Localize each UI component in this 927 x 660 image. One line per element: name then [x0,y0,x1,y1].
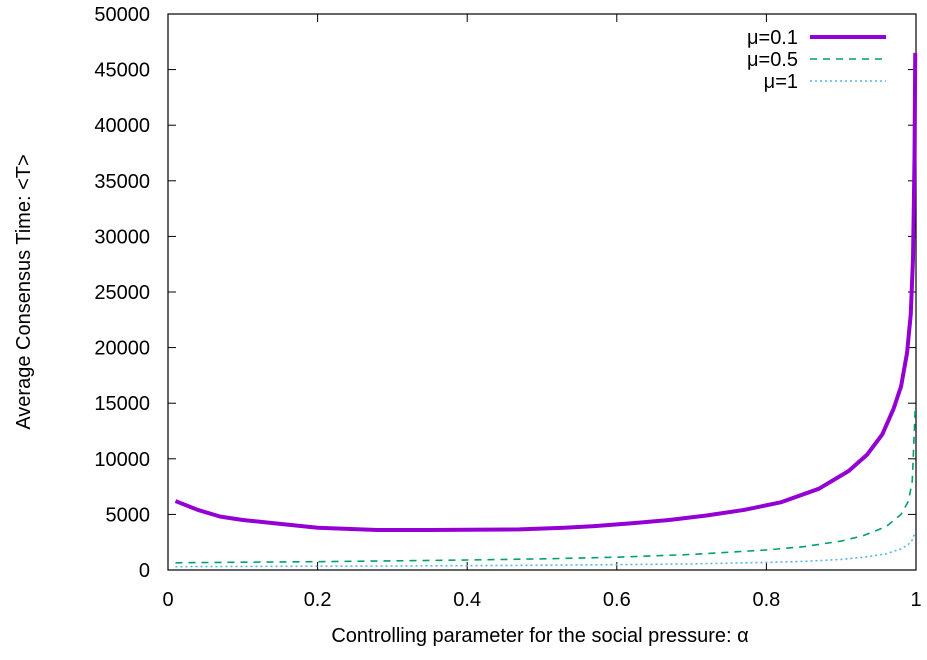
y-tick-label: 15000 [94,393,150,415]
y-tick-label: 40000 [94,115,150,137]
x-tick-label: 0.8 [752,589,780,611]
series-line-2 [175,531,916,568]
y-tick-label: 35000 [94,171,150,193]
y-tick-label: 30000 [94,226,150,248]
series-line-1 [175,408,917,564]
y-tick-label: 25000 [94,282,150,304]
y-axis-label: Average Consensus Time: <T> [13,154,35,429]
x-tick-label: 0.6 [603,589,631,611]
y-tick-label: 5000 [106,504,151,526]
series-lines [174,52,918,568]
legend: μ=0.1μ=0.5μ=1 [747,27,886,93]
x-axis-label: Controlling parameter for the social pre… [331,625,748,647]
x-tick-label: 0 [162,589,173,611]
y-tick-label: 20000 [94,338,150,360]
y-tick-label: 50000 [94,4,150,26]
y-tick-label: 10000 [94,449,150,471]
legend-label: μ=1 [764,71,798,93]
y-tick-label: 0 [139,560,150,582]
x-axis-ticks: 0 0.2 0.4 0.6 0.8 1 [162,14,922,611]
legend-label: μ=0.1 [747,27,798,49]
plot-border [167,13,917,571]
legend-label: μ=0.5 [747,49,798,71]
y-tick-label: 45000 [94,60,150,82]
x-tick-label: 1 [910,589,921,611]
x-tick-label: 0.2 [304,589,332,611]
x-tick-label: 0.4 [453,589,481,611]
y-axis-ticks: 0 5000 10000 15000 20000 25000 30000 35000 40000… [94,4,916,582]
series-line-0 [174,52,918,532]
plot-frame [167,13,917,571]
